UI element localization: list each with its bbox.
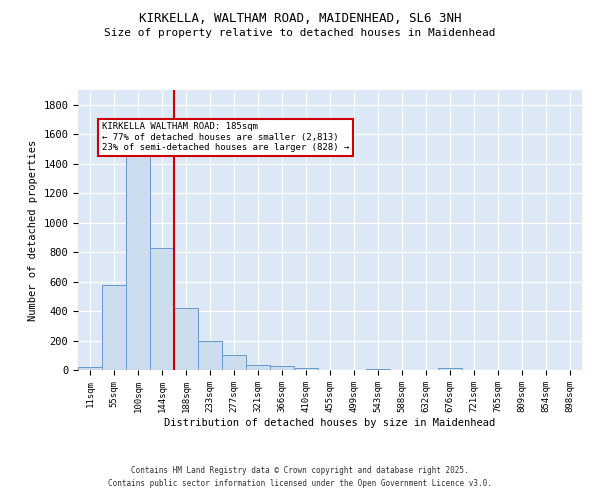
Bar [174, 308, 198, 370]
Text: KIRKELLA, WALTHAM ROAD, MAIDENHEAD, SL6 3NH: KIRKELLA, WALTHAM ROAD, MAIDENHEAD, SL6 … [139, 12, 461, 26]
Text: KIRKELLA WALTHAM ROAD: 185sqm
← 77% of detached houses are smaller (2,813)
23% o: KIRKELLA WALTHAM ROAD: 185sqm ← 77% of d… [102, 122, 349, 152]
Bar [246, 365, 270, 370]
Bar [102, 284, 126, 370]
Bar [198, 340, 222, 370]
Bar [438, 368, 462, 370]
Bar [126, 154, 150, 370]
X-axis label: Distribution of detached houses by size in Maidenhead: Distribution of detached houses by size … [164, 418, 496, 428]
Bar [366, 368, 390, 370]
Text: Size of property relative to detached houses in Maidenhead: Size of property relative to detached ho… [104, 28, 496, 38]
Bar [150, 248, 174, 370]
Bar [78, 367, 102, 370]
Y-axis label: Number of detached properties: Number of detached properties [28, 140, 38, 320]
Bar [294, 368, 318, 370]
Bar [270, 366, 294, 370]
Text: Contains HM Land Registry data © Crown copyright and database right 2025.
Contai: Contains HM Land Registry data © Crown c… [108, 466, 492, 487]
Bar [222, 356, 246, 370]
